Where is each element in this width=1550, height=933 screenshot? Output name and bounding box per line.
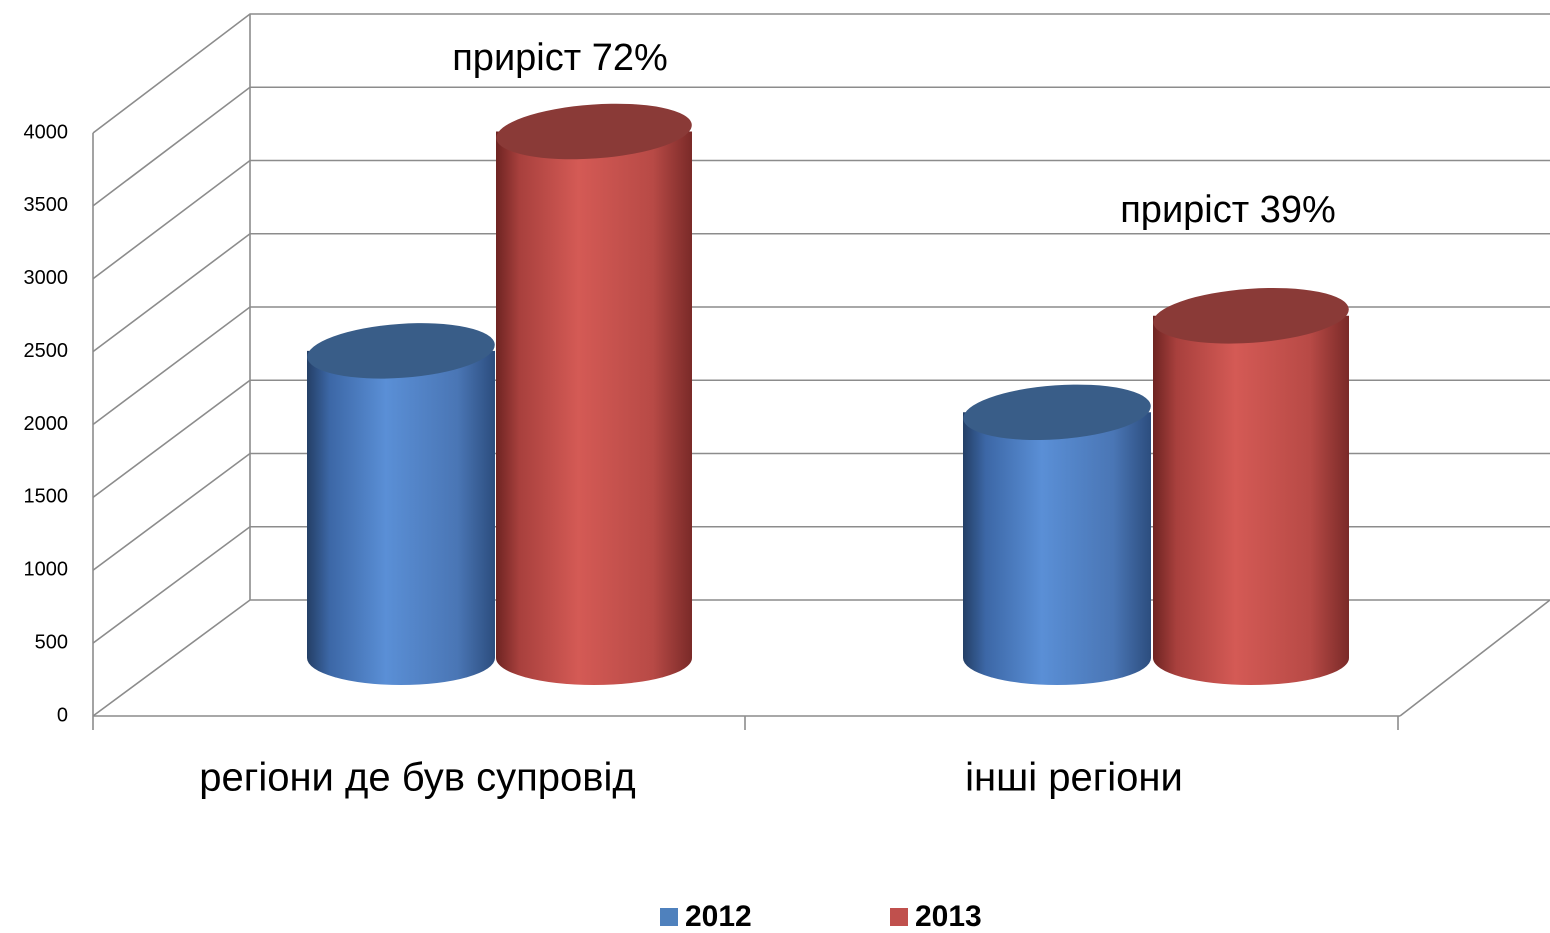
grid-line	[92, 159, 1550, 280]
annotation: приріст 39%	[1120, 189, 1336, 231]
cylinder	[963, 384, 1151, 685]
cylinder-body	[307, 350, 495, 685]
x-tick-label: інші регіони	[965, 756, 1183, 800]
cylinder-body	[496, 131, 692, 685]
y-tick-label: 1500	[24, 486, 69, 508]
y-tick-label: 500	[35, 631, 68, 653]
cylinder	[1153, 287, 1349, 685]
grid-line	[92, 379, 1550, 499]
legend-label: 2013	[915, 900, 982, 933]
y-tick-label: 1000	[24, 559, 69, 581]
legend-swatch	[890, 908, 908, 926]
cylinder-body	[963, 412, 1151, 685]
x-tick-label: регіони де був супровід	[199, 756, 635, 800]
y-tick-label: 0	[57, 704, 68, 726]
grid-line	[92, 86, 1550, 207]
cylinder-top	[1153, 287, 1349, 344]
plot-frame	[92, 14, 1550, 730]
y-tick-label: 3500	[24, 194, 69, 216]
y-tick-label: 2500	[24, 340, 69, 362]
grid-line	[92, 13, 1550, 134]
cylinder-body	[1153, 315, 1349, 685]
cylinder-top	[307, 323, 495, 379]
y-tick-label: 3000	[24, 267, 69, 289]
legend-swatch	[660, 908, 678, 926]
grid-line	[92, 306, 1550, 426]
grid-line	[92, 232, 1550, 353]
y-tick-label: 4000	[24, 121, 69, 143]
y-tick-label: 2000	[24, 413, 69, 435]
cylinder	[307, 323, 495, 685]
cylinder-top	[963, 384, 1151, 441]
cylinder	[496, 103, 692, 685]
cylinder-top	[496, 103, 692, 160]
floor-side	[1399, 599, 1550, 717]
legend-label: 2012	[685, 900, 752, 933]
annotation: приріст 72%	[452, 37, 668, 79]
